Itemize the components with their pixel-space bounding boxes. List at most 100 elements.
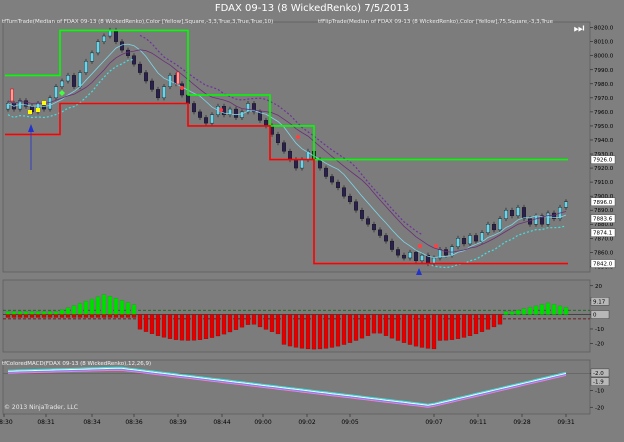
signal-square-icon — [36, 108, 40, 112]
renko-bar — [408, 252, 413, 259]
renko-bar — [324, 167, 329, 177]
price-tick-label: 7940.0 — [594, 138, 614, 144]
osc-bar-neg — [419, 314, 425, 348]
signal-square-icon — [42, 101, 46, 105]
osc-bar-neg — [401, 314, 407, 343]
price-badge — [590, 228, 616, 237]
osc-bar-pos — [521, 308, 527, 315]
renko-bar — [522, 207, 527, 219]
renko-bar — [77, 72, 82, 87]
renko-bar — [107, 30, 112, 37]
osc-bar-neg — [5, 314, 11, 318]
renko-bar — [233, 108, 238, 118]
osc-bar-neg — [335, 314, 341, 347]
osc-bar-neg — [311, 314, 317, 350]
osc-bar-neg — [353, 314, 359, 341]
osc-tick-label: -20 — [595, 341, 604, 347]
osc-bar-neg — [461, 314, 467, 338]
renko-bar — [65, 75, 70, 82]
price-badge-label: 7842.0 — [593, 262, 613, 268]
renko-bar — [540, 215, 545, 225]
renko-bar — [390, 240, 395, 250]
osc-bar-neg — [143, 314, 149, 332]
osc-bar-neg — [95, 314, 101, 318]
macd-line — [7, 366, 567, 405]
time-tick-label: 08:30 — [0, 419, 13, 426]
renko-bar — [54, 86, 59, 99]
price-tick-label: 7860.0 — [594, 250, 614, 256]
osc-bar-neg — [365, 314, 371, 336]
osc-bar-pos — [533, 305, 539, 315]
price-tick-label: 7870.0 — [594, 236, 614, 242]
osc-bar-neg — [113, 314, 119, 318]
window-title: FDAX 09-13 (8 WickedRenko) 7/5/2013 — [0, 0, 624, 18]
renko-bar — [155, 89, 160, 99]
renko-bar — [516, 207, 521, 217]
time-tick-label: 09:28 — [513, 419, 530, 426]
osc-badge — [590, 297, 610, 306]
osc-bar-neg — [107, 314, 113, 318]
renko-bar — [492, 224, 497, 231]
osc-bar-neg — [227, 314, 233, 333]
osc-bar-neg — [347, 314, 353, 343]
macd-line — [7, 368, 567, 407]
osc-bar-pos — [41, 311, 47, 315]
osc-bar-pos — [107, 296, 113, 315]
osc-bar-pos — [557, 305, 563, 315]
time-tick-label: 09:31 — [557, 419, 574, 426]
flip-trade-label: tfFlipTrade(Median of FDAX 09-13 (8 Wick… — [318, 19, 554, 25]
buy-arrow-icon — [416, 268, 422, 275]
osc-bar-pos — [59, 309, 65, 315]
renko-bar — [504, 210, 509, 219]
renko-bar — [354, 201, 359, 211]
renko-bar — [468, 235, 473, 245]
copyright-text: © 2013 NinjaTrader, LLC — [4, 404, 78, 411]
osc-bar-neg — [29, 314, 35, 318]
osc-bar-neg — [17, 314, 23, 318]
osc-badge-label: 9.17 — [593, 299, 606, 305]
osc-bar-neg — [275, 314, 281, 335]
osc-bar-neg — [287, 314, 293, 347]
osc-bar-neg — [377, 314, 383, 334]
osc-bar-neg — [179, 314, 185, 341]
osc-bar-neg — [71, 314, 77, 318]
renko-bar — [60, 80, 65, 87]
renko-bar — [89, 52, 94, 62]
osc-bar-neg — [161, 314, 167, 338]
renko-bar — [480, 232, 485, 242]
osc-bar-pos — [131, 304, 137, 315]
macd-badge — [590, 368, 610, 378]
renko-bar — [113, 30, 118, 42]
macd-badge-label: -1.9 — [593, 380, 604, 386]
renko-bar — [378, 229, 383, 236]
osc-bar-neg — [47, 314, 53, 318]
osc-bar-pos — [119, 300, 125, 315]
macd-badge — [590, 377, 610, 386]
double-chevron-right-icon[interactable]: ⏭ — [573, 21, 585, 35]
renko-bar — [414, 252, 419, 261]
renko-bar — [101, 35, 106, 42]
price-tick-label: 7930.0 — [594, 152, 614, 158]
renko-bar — [149, 80, 154, 90]
renko-bar — [161, 86, 166, 99]
osc-bar-neg — [77, 314, 83, 318]
price-tick-label: 7980.0 — [594, 82, 614, 88]
price-tick-label: 7970.0 — [594, 96, 614, 102]
price-badge-label: 7926.0 — [593, 158, 613, 164]
osc-bar-neg — [383, 314, 389, 336]
osc-bar-neg — [65, 314, 71, 318]
osc-bar-neg — [167, 314, 173, 339]
exit-marker-icon — [10, 88, 14, 102]
renko-bar — [282, 142, 287, 152]
macd-label: tfColoredMACD(FDAX 09-13 (8 WickedRenko)… — [2, 361, 152, 367]
osc-bar-pos — [83, 301, 89, 315]
osc-bar-neg — [443, 314, 449, 341]
osc-bar-neg — [317, 314, 323, 350]
osc-bar-neg — [125, 314, 131, 318]
renko-bar — [564, 201, 569, 208]
osc-bar-neg — [215, 314, 221, 337]
osc-bar-neg — [407, 314, 413, 345]
osc-bar-pos — [77, 303, 83, 315]
